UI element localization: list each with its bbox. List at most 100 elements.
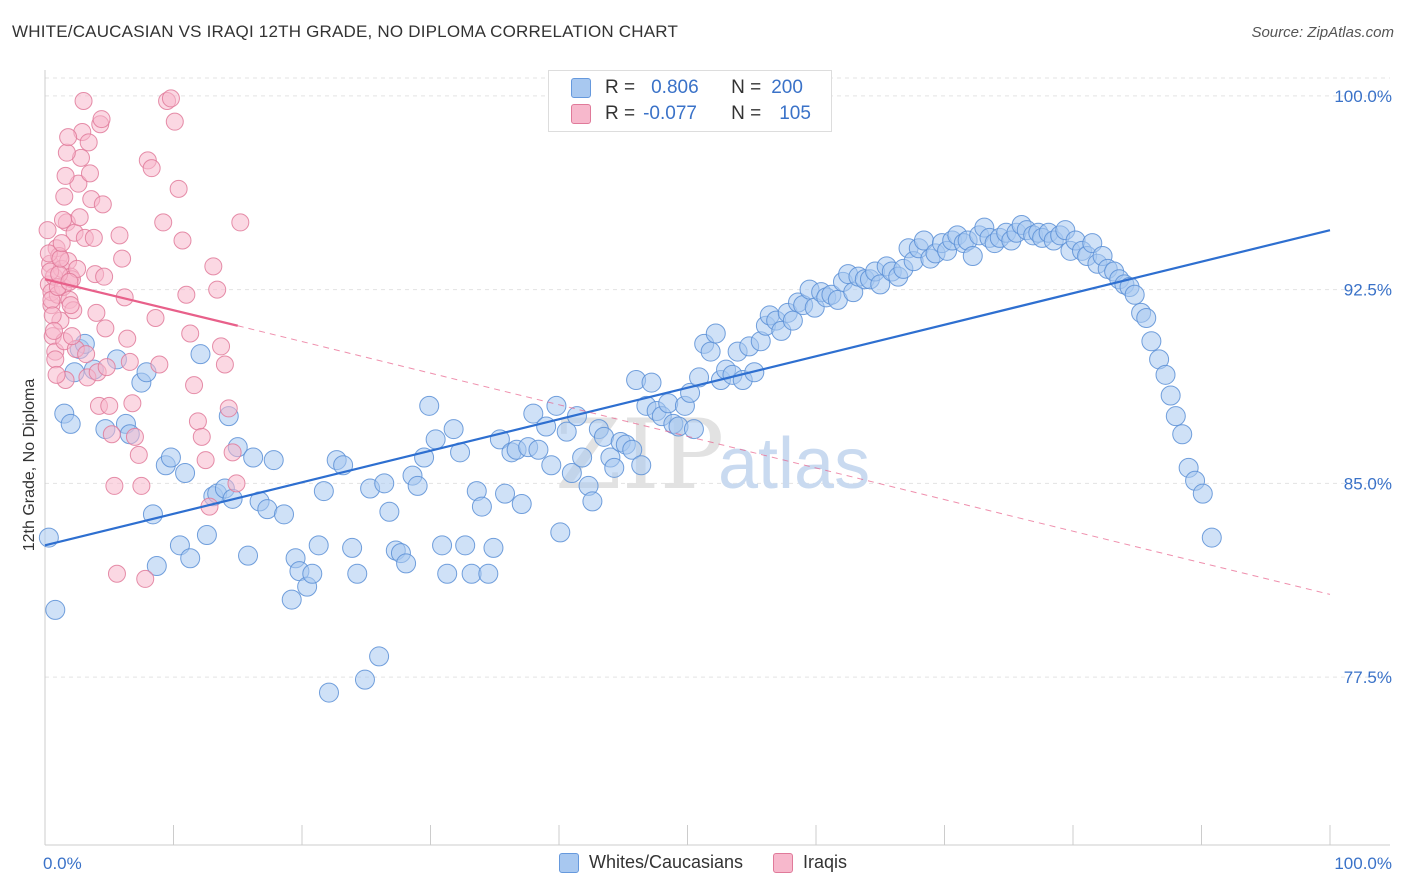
- point-whites: [419, 395, 440, 416]
- legend-n-value: 200: [771, 77, 803, 98]
- point-iraqis: [55, 187, 74, 206]
- point-whites: [379, 501, 400, 522]
- data-points: [38, 89, 1222, 703]
- point-iraqis: [125, 427, 144, 446]
- point-iraqis: [102, 425, 121, 444]
- chart-title: WHITE/CAUCASIAN VS IRAQI 12TH GRADE, NO …: [12, 22, 679, 41]
- point-iraqis: [46, 350, 65, 369]
- legend-n-label: N =: [731, 103, 762, 124]
- point-whites: [572, 447, 593, 468]
- point-iraqis: [204, 257, 223, 276]
- point-iraqis: [105, 476, 124, 495]
- point-iraqis: [97, 358, 116, 377]
- point-whites: [556, 421, 577, 442]
- point-whites: [60, 413, 81, 434]
- point-whites: [196, 525, 217, 545]
- source-label: Source: ZipAtlas.com: [1251, 24, 1394, 41]
- point-whites: [146, 556, 167, 576]
- point-iraqis: [80, 164, 99, 183]
- x-tick-label: 100.0%: [1334, 854, 1392, 873]
- point-whites: [396, 553, 417, 574]
- point-whites: [175, 463, 196, 483]
- point-iraqis: [70, 208, 89, 227]
- point-whites: [257, 499, 278, 520]
- point-iraqis: [79, 133, 98, 152]
- y-tick-label: 92.5%: [1344, 281, 1392, 300]
- axes: [44, 70, 1390, 846]
- point-iraqis: [92, 110, 111, 129]
- watermark-atlas: atlas: [718, 424, 870, 504]
- point-whites: [546, 395, 567, 416]
- point-whites: [347, 563, 368, 584]
- point-whites: [437, 563, 458, 584]
- series-legend-item-iraqis: Iraqis: [773, 852, 847, 873]
- point-iraqis: [154, 213, 173, 232]
- y-tick-label: 77.5%: [1344, 668, 1392, 687]
- point-whites: [461, 563, 482, 584]
- point-whites: [374, 473, 395, 494]
- point-whites: [1141, 331, 1162, 352]
- point-iraqis: [74, 92, 93, 110]
- legend-r-label: R =: [605, 77, 636, 98]
- point-iraqis: [53, 210, 72, 229]
- point-whites: [425, 429, 446, 450]
- point-whites: [443, 419, 464, 440]
- trend-line-iraqis-extension: [237, 325, 1331, 595]
- legend-n-value: 105: [779, 103, 811, 124]
- point-iraqis: [118, 329, 137, 348]
- point-whites: [263, 450, 284, 471]
- point-iraqis: [165, 112, 184, 131]
- point-whites: [561, 463, 582, 483]
- point-iraqis: [219, 399, 238, 418]
- point-whites: [313, 481, 334, 502]
- point-whites: [483, 537, 504, 558]
- point-whites: [700, 341, 721, 362]
- point-iraqis: [61, 296, 80, 315]
- point-whites: [45, 599, 66, 620]
- point-whites: [190, 344, 211, 365]
- point-iraqis: [129, 445, 148, 464]
- x-tick-label: 0.0%: [43, 854, 82, 873]
- point-iraqis: [173, 231, 192, 250]
- point-whites: [593, 426, 614, 447]
- point-iraqis: [95, 267, 114, 286]
- point-iraqis: [56, 166, 75, 185]
- point-whites: [455, 535, 476, 556]
- point-whites: [308, 535, 329, 556]
- point-whites: [342, 537, 363, 558]
- point-whites: [1124, 284, 1145, 305]
- point-whites: [243, 447, 264, 468]
- legend-row-whites: R = 0.806 N = 200: [571, 75, 803, 101]
- point-iraqis: [84, 228, 103, 247]
- series-swatch-whites: [558, 852, 579, 873]
- point-iraqis: [44, 321, 63, 340]
- point-whites: [541, 455, 562, 476]
- point-whites: [528, 439, 549, 460]
- point-iraqis: [57, 143, 76, 162]
- point-iraqis: [185, 376, 204, 395]
- point-whites: [281, 589, 302, 610]
- point-iraqis: [113, 249, 132, 268]
- point-whites: [495, 483, 516, 504]
- legend-r-value: 0.806: [651, 77, 699, 98]
- y-tick-label: 85.0%: [1344, 474, 1392, 493]
- point-whites: [604, 457, 625, 478]
- point-whites: [1201, 527, 1222, 548]
- point-iraqis: [231, 213, 250, 232]
- point-iraqis: [136, 569, 155, 588]
- point-whites: [550, 522, 571, 543]
- point-whites: [1136, 308, 1157, 328]
- point-whites: [870, 274, 891, 295]
- point-iraqis: [47, 365, 66, 384]
- point-whites: [1192, 483, 1213, 504]
- point-iraqis: [150, 355, 169, 374]
- point-whites: [511, 494, 532, 514]
- point-iraqis: [60, 272, 79, 291]
- point-iraqis: [212, 337, 231, 356]
- point-iraqis: [215, 355, 234, 374]
- legend-swatch-iraqis: [571, 104, 591, 124]
- point-iraqis: [161, 89, 180, 108]
- point-whites: [238, 545, 259, 566]
- point-whites: [523, 403, 544, 424]
